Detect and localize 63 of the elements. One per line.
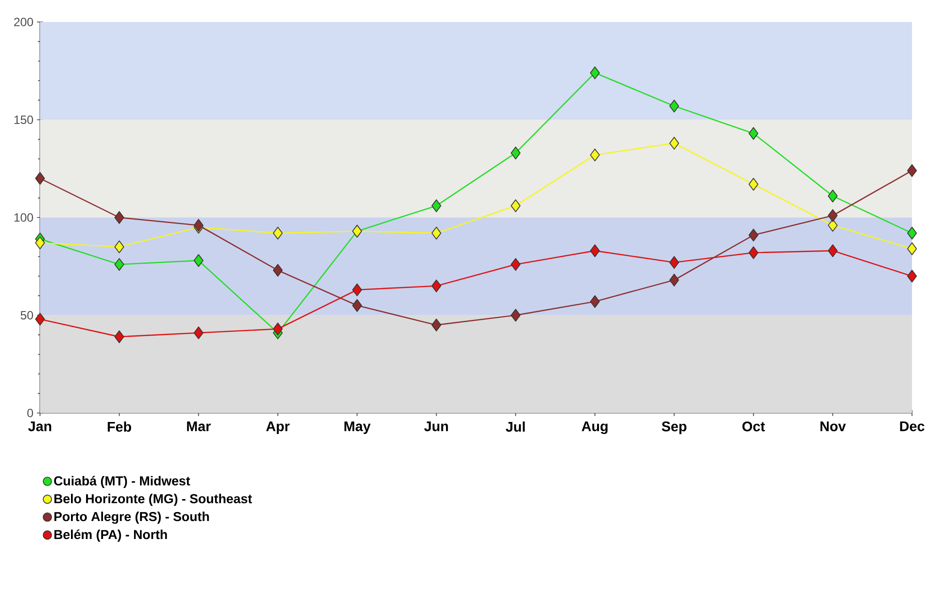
point bbox=[828, 209, 838, 222]
point bbox=[669, 100, 680, 112]
point bbox=[669, 136, 680, 150]
point bbox=[828, 190, 838, 202]
x-tick-label: May bbox=[344, 422, 371, 434]
point bbox=[907, 242, 917, 256]
legend-label: Belém (PA) - North bbox=[54, 530, 167, 542]
point bbox=[510, 199, 521, 212]
point bbox=[35, 172, 45, 185]
x-tick-label: Mar bbox=[187, 422, 211, 432]
x-tick-label: Oct bbox=[742, 421, 765, 432]
point bbox=[748, 127, 758, 140]
point bbox=[194, 254, 204, 267]
point bbox=[352, 299, 362, 312]
x-tick-label: Nov bbox=[820, 422, 846, 432]
x-tick-label: Feb bbox=[108, 422, 132, 432]
point bbox=[272, 264, 283, 277]
y-tick-label: 50 bbox=[20, 311, 34, 320]
point bbox=[35, 312, 45, 326]
point bbox=[272, 226, 283, 240]
x-tick-label: Sep bbox=[662, 421, 686, 434]
y-tick-label: 200 bbox=[14, 18, 34, 26]
point bbox=[828, 218, 838, 232]
point bbox=[907, 164, 917, 177]
point bbox=[114, 240, 124, 254]
point bbox=[590, 66, 600, 80]
y-tick-label: 100 bbox=[14, 213, 34, 222]
x-tick-label: Jun bbox=[424, 422, 448, 432]
point bbox=[669, 274, 680, 286]
x-tick-label: Jul bbox=[506, 422, 525, 432]
point bbox=[352, 283, 362, 296]
point bbox=[590, 148, 600, 162]
legend-label: Cuiabá (MT) - Midwest bbox=[54, 476, 190, 488]
point bbox=[114, 258, 124, 271]
point bbox=[114, 211, 124, 224]
point bbox=[272, 322, 283, 336]
point bbox=[35, 236, 45, 250]
point bbox=[669, 256, 680, 269]
point bbox=[114, 330, 124, 344]
x-tick-label: Apr bbox=[266, 422, 290, 434]
point bbox=[431, 199, 442, 212]
point bbox=[194, 326, 204, 340]
point bbox=[590, 244, 600, 258]
point bbox=[907, 226, 917, 240]
point bbox=[510, 258, 521, 271]
point bbox=[748, 228, 758, 242]
point bbox=[828, 244, 838, 258]
point bbox=[510, 146, 521, 160]
y-tick-label: 0 bbox=[27, 408, 34, 418]
x-tick-label: Aug bbox=[582, 422, 608, 434]
legend-label: Porto Alegre (RS) - South bbox=[54, 512, 209, 524]
point bbox=[748, 178, 758, 191]
point bbox=[510, 308, 521, 322]
point bbox=[907, 270, 917, 283]
x-tick-label: Jan bbox=[28, 422, 52, 432]
point bbox=[431, 318, 442, 332]
y-tick-label: 150 bbox=[14, 116, 34, 124]
point bbox=[431, 226, 442, 240]
point bbox=[431, 280, 442, 292]
x-tick-label: Dec bbox=[900, 422, 924, 432]
point bbox=[590, 295, 600, 308]
legend-label: Belo Horizonte (MG) - Southeast bbox=[54, 494, 252, 506]
point bbox=[748, 246, 758, 260]
